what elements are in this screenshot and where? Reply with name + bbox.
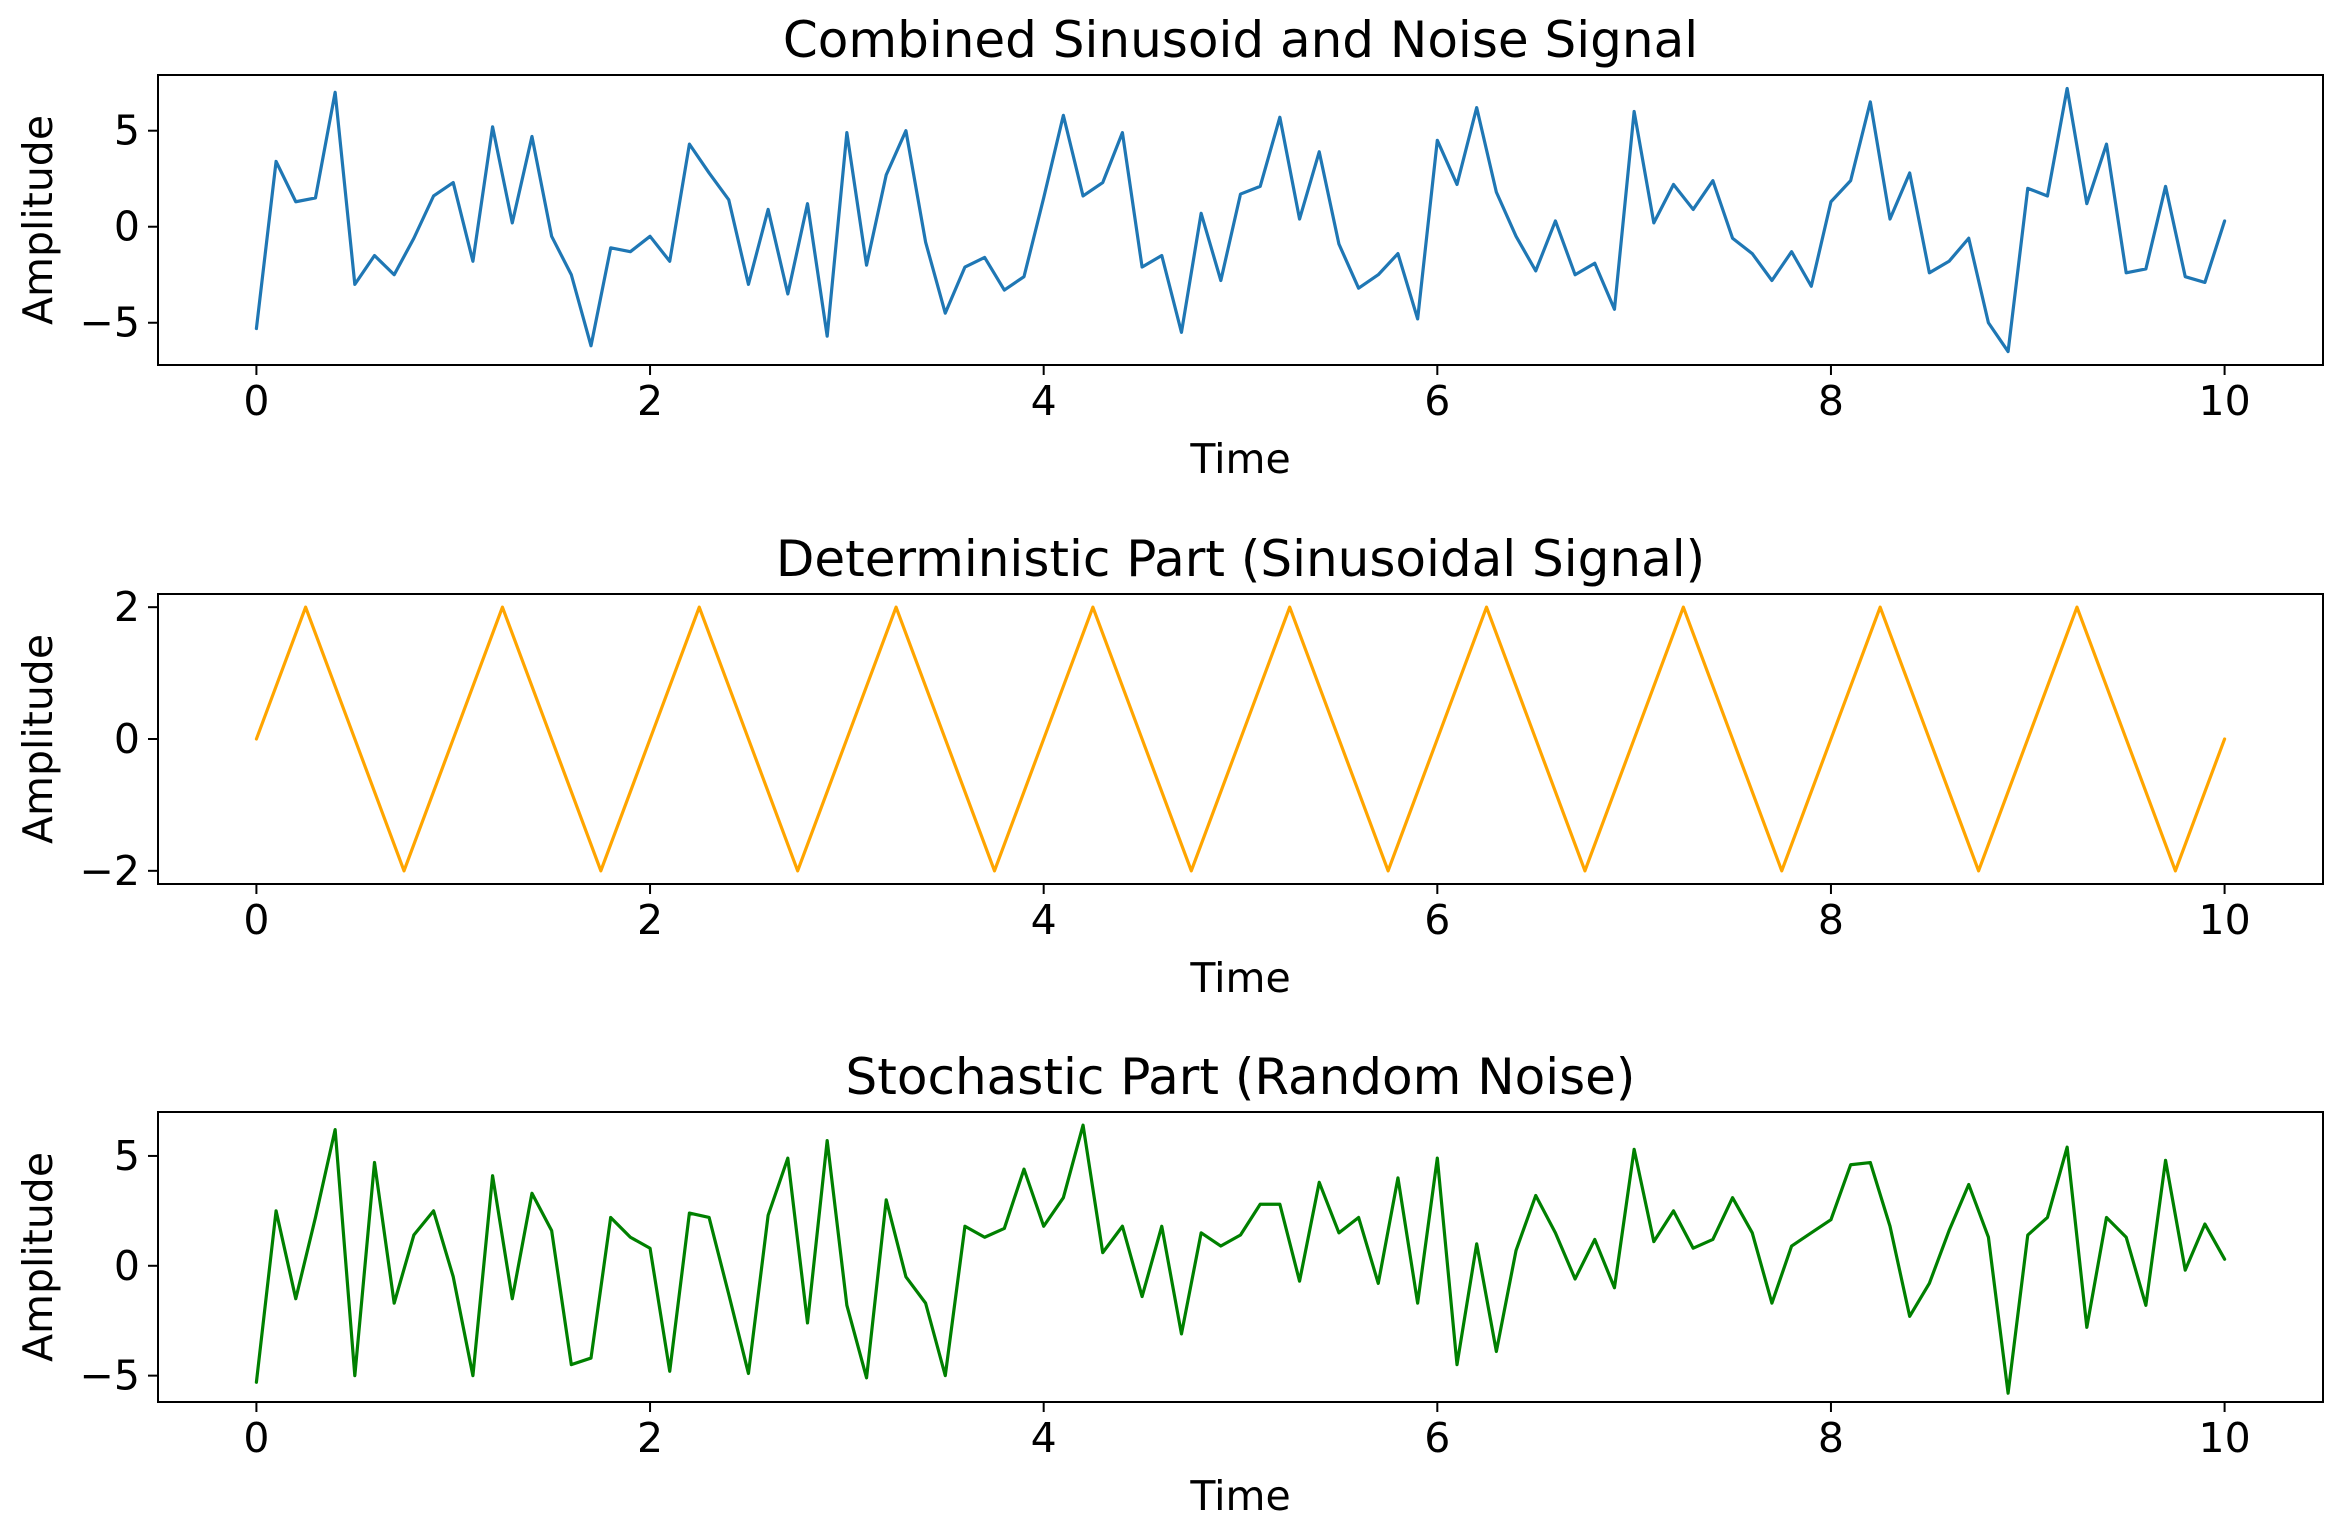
y-tick-label: −5	[80, 299, 140, 347]
y-tick-label: 0	[114, 715, 140, 763]
x-tick-label: 0	[243, 896, 269, 944]
chart-title: Deterministic Part (Sinusoidal Signal)	[776, 530, 1705, 588]
series-line-1	[254, 86, 2227, 354]
x-tick-label: 6	[1424, 377, 1450, 425]
x-tick-label: 8	[1818, 377, 1844, 425]
subplot-3: Stochastic Part (Random Noise) 0 2 4 6 8 10 −5 0…	[14, 1048, 2324, 1520]
x-axis-label: Time	[1189, 435, 1290, 483]
plot-frame	[157, 74, 2324, 366]
x-tick-label: 6	[1424, 1414, 1450, 1462]
y-tick-label: 5	[114, 1132, 140, 1180]
x-tick-label: 4	[1031, 896, 1057, 944]
x-tick-label: 10	[2199, 896, 2251, 944]
y-tick-label: −5	[80, 1352, 140, 1400]
subplot-2: Deterministic Part (Sinusoidal Signal) 0 2…	[14, 530, 2324, 1002]
y-axis-label: Amplitude	[14, 1152, 62, 1362]
x-tick-label: 4	[1031, 1414, 1057, 1462]
y-tick-label: −2	[80, 847, 140, 895]
y-tick-label: 2	[114, 583, 140, 631]
y-tick-label: 0	[114, 1242, 140, 1290]
x-tick-label: 2	[637, 1414, 663, 1462]
x-axis-label: Time	[1189, 954, 1290, 1002]
x-tick-label: 8	[1818, 1414, 1844, 1462]
series-line-1	[254, 605, 2227, 873]
series-line-1	[254, 1123, 2227, 1395]
plot-frame	[157, 1111, 2324, 1403]
y-tick-label: 0	[114, 203, 140, 251]
x-tick-label: 0	[243, 377, 269, 425]
subplot-1: Combined Sinusoid and Noise Signal 0 2 4 6 8 1…	[14, 11, 2324, 483]
chart-title: Stochastic Part (Random Noise)	[846, 1048, 1636, 1106]
x-tick-label: 8	[1818, 896, 1844, 944]
x-tick-label: 2	[637, 896, 663, 944]
x-tick-label: 10	[2199, 1414, 2251, 1462]
x-tick-label: 0	[243, 1414, 269, 1462]
x-tick-label: 6	[1424, 896, 1450, 944]
y-tick-label: 5	[114, 107, 140, 155]
x-axis-label: Time	[1189, 1472, 1290, 1520]
chart-title: Combined Sinusoid and Noise Signal	[783, 11, 1698, 69]
x-tick-label: 4	[1031, 377, 1057, 425]
y-axis-label: Amplitude	[14, 115, 62, 325]
x-tick-label: 10	[2199, 377, 2251, 425]
x-tick-label: 2	[637, 377, 663, 425]
y-axis-label: Amplitude	[14, 634, 62, 844]
